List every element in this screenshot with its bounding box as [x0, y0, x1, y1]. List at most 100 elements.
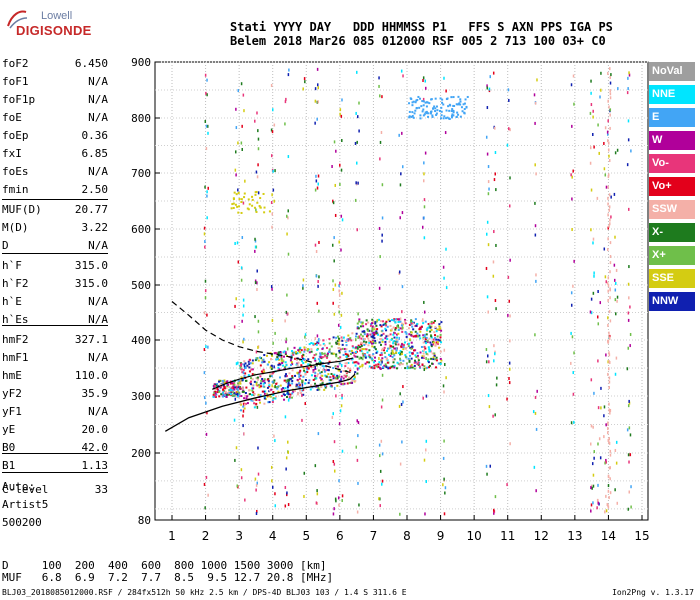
echo-point — [628, 399, 630, 403]
echo-point — [487, 354, 489, 358]
echo-point — [534, 224, 537, 228]
echo-point — [373, 331, 376, 334]
echo-point — [237, 188, 239, 192]
echo-point — [288, 396, 291, 399]
echo-point — [395, 338, 398, 341]
echo-point — [607, 360, 609, 364]
echo-point — [239, 402, 242, 405]
echo-point — [421, 110, 424, 113]
param-name: foF2 — [2, 57, 29, 70]
echo-point — [607, 148, 610, 152]
echo-point — [262, 382, 265, 385]
echo-point — [205, 401, 207, 405]
echo-point — [379, 343, 382, 346]
echo-point — [379, 157, 381, 161]
echo-point — [402, 346, 405, 349]
echo-point — [384, 322, 387, 325]
echo-point — [291, 376, 294, 379]
echo-point — [247, 389, 250, 392]
echo-point — [450, 110, 453, 113]
echo-point — [257, 383, 260, 386]
echo-point — [288, 372, 291, 375]
echo-point — [259, 394, 262, 397]
echo-point — [272, 188, 275, 192]
echo-point — [627, 87, 629, 91]
echo-point — [438, 346, 441, 349]
param-name: hmE — [2, 369, 22, 382]
echo-point — [607, 71, 609, 75]
echo-point — [450, 115, 453, 118]
echo-point — [356, 327, 359, 330]
echo-point — [394, 328, 397, 331]
echo-point — [275, 395, 278, 398]
echo-point — [286, 293, 288, 297]
echo-point — [282, 387, 285, 390]
echo-point — [608, 193, 611, 197]
echo-point — [412, 116, 415, 119]
echo-point — [387, 334, 390, 337]
echo-point — [377, 363, 380, 366]
param-name: fmin — [2, 183, 29, 196]
echo-point — [590, 79, 592, 83]
echo-point — [608, 440, 610, 444]
echo-point — [263, 360, 266, 363]
echo-point — [427, 323, 430, 326]
echo-point — [300, 349, 303, 352]
echo-point — [295, 351, 298, 354]
echo-point — [414, 359, 417, 362]
echo-point — [384, 337, 387, 340]
echo-point — [318, 309, 320, 313]
echo-point — [345, 344, 348, 347]
echo-point — [397, 362, 400, 365]
echo-point — [379, 334, 382, 337]
echo-point — [271, 384, 273, 388]
echo-point — [256, 269, 258, 273]
legend-item: NoVal — [649, 62, 695, 81]
echo-point — [233, 394, 236, 397]
x-tick-label: 4 — [269, 529, 277, 543]
echo-point — [388, 340, 391, 343]
echo-point — [391, 365, 394, 368]
echo-point — [302, 393, 305, 396]
echo-point — [233, 191, 236, 194]
echo-point — [358, 129, 360, 133]
echo-point — [334, 377, 337, 380]
echo-point — [364, 355, 367, 358]
echo-point — [379, 497, 381, 501]
echo-point — [316, 334, 319, 338]
echo-point — [398, 318, 401, 321]
echo-point — [330, 372, 333, 375]
echo-point — [243, 196, 246, 199]
echo-point — [237, 260, 240, 264]
echo-point — [361, 322, 364, 325]
echo-point — [235, 193, 238, 196]
echo-point — [269, 374, 272, 377]
echo-point — [342, 370, 345, 373]
echo-point — [435, 338, 438, 341]
echo-point — [255, 398, 258, 401]
echo-point — [445, 109, 448, 112]
echo-point — [218, 380, 221, 383]
echo-point — [399, 327, 402, 330]
echo-point — [488, 405, 491, 409]
echo-point — [301, 393, 303, 397]
echo-point — [316, 117, 318, 121]
echo-point — [399, 392, 401, 396]
echo-point — [339, 112, 341, 116]
echo-point — [397, 352, 400, 355]
echo-point — [368, 349, 371, 352]
echo-point — [339, 370, 342, 373]
echo-point — [609, 96, 612, 100]
echo-point — [614, 281, 617, 285]
echo-point — [604, 173, 607, 177]
echo-point — [356, 361, 359, 364]
echo-point — [366, 333, 369, 336]
echo-point — [463, 111, 466, 114]
echo-point — [256, 405, 259, 409]
echo-point — [371, 318, 374, 321]
echo-point — [600, 386, 602, 390]
echo-point — [616, 299, 618, 303]
echo-point — [485, 464, 488, 468]
echo-point — [337, 375, 340, 378]
echo-point — [296, 393, 299, 396]
